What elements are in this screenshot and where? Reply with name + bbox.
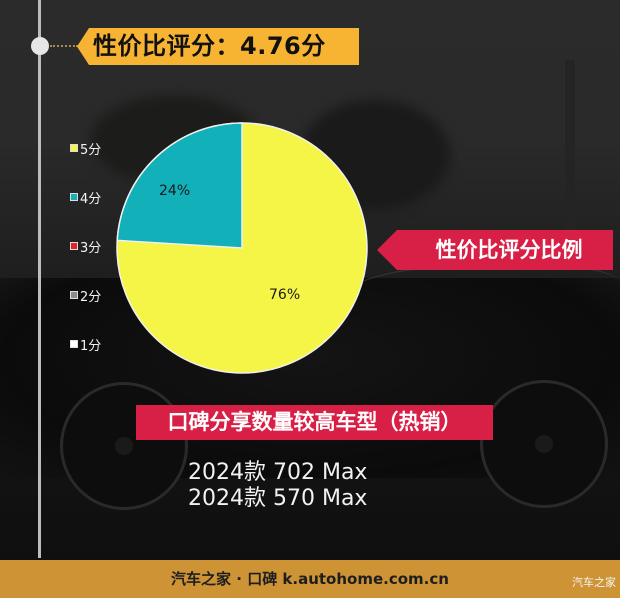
hot-models-title: 口碑分享数量较高车型（热销）	[167, 410, 462, 434]
legend-item-2: 2分	[70, 286, 102, 305]
model-item: 2024款 570 Max	[188, 486, 368, 511]
model-item: 2024款 702 Max	[188, 460, 368, 485]
pie-label-4: 24%	[159, 183, 191, 199]
legend-swatch-icon	[70, 144, 78, 152]
timeline-line	[38, 0, 41, 558]
score-banner-shape	[77, 28, 359, 65]
pie-slice-4	[116, 122, 243, 249]
legend-item-1: 1分	[70, 335, 102, 354]
legend-swatch-icon	[70, 193, 78, 201]
model-list: 2024款 702 Max 2024款 570 Max	[188, 460, 367, 512]
background-pole	[565, 60, 575, 240]
legend-item-5: 5分	[70, 139, 102, 158]
legend-label: 1分	[80, 338, 102, 354]
legend-item-4: 4分	[70, 188, 102, 207]
background-wheel-rear	[480, 380, 608, 508]
legend-label: 3分	[80, 240, 102, 256]
background-wheel-front	[60, 382, 188, 510]
pie-chart	[116, 122, 368, 374]
score-title: 性价比评分：4.76分	[93, 32, 326, 60]
ratio-banner-title: 性价比评分比例	[435, 238, 583, 262]
watermark: 汽车之家	[572, 576, 616, 589]
footer-bar: 汽车之家 · 口碑 k.autohome.com.cn 汽车之家	[0, 560, 620, 598]
footer-source-text: 汽车之家 · 口碑 k.autohome.com.cn	[171, 570, 449, 588]
legend-swatch-icon	[70, 291, 78, 299]
legend-label: 2分	[80, 289, 102, 305]
score-banner: 性价比评分：4.76分	[77, 28, 359, 65]
connector-dotted-line	[50, 45, 78, 47]
legend-item-3: 3分	[70, 237, 102, 256]
legend-swatch-icon	[70, 340, 78, 348]
ratio-banner: 性价比评分比例	[377, 230, 613, 270]
legend-label: 5分	[80, 142, 102, 158]
legend-swatch-icon	[70, 242, 78, 250]
legend-label: 4分	[80, 191, 102, 207]
ratio-banner-shape	[377, 230, 613, 270]
timeline-dot	[31, 37, 49, 55]
pie-label-5: 76%	[269, 287, 301, 303]
hot-models-banner: 口碑分享数量较高车型（热销）	[136, 405, 493, 440]
